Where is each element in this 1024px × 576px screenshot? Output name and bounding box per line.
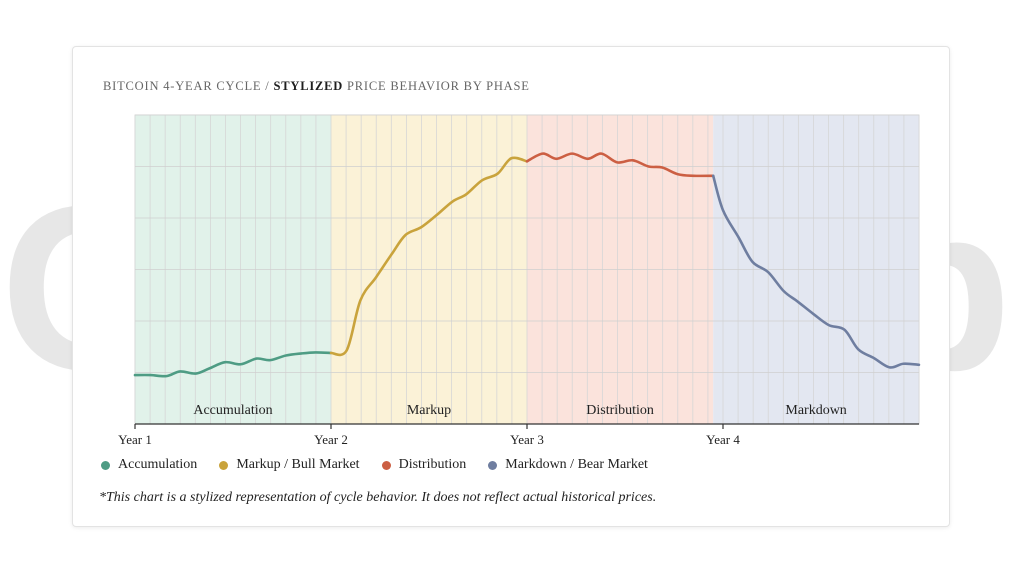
- legend-item-accumulation: Accumulation: [101, 457, 197, 473]
- legend-dot-distribution: [381, 460, 391, 470]
- series-line-markup: [329, 156, 529, 357]
- legend-label-accumulation: Accumulation: [118, 457, 198, 472]
- title-bold: STYLIZED: [273, 79, 344, 93]
- x-tick-label: Year 1: [118, 432, 152, 447]
- legend: Accumulation Markup / Bull Market Distri…: [101, 457, 648, 473]
- x-tick-label: Year 2: [314, 432, 348, 447]
- legend-label-distribution: Distribution: [398, 457, 467, 472]
- legend-label-markup: Markup / Bull Market: [236, 457, 360, 472]
- cycle-chart: Accumulation Markup Distribution Markdown Ye…: [118, 114, 921, 447]
- title-prefix: BITCOIN 4-YEAR CYCLE /: [103, 79, 274, 93]
- legend-dot-markup: [219, 460, 229, 470]
- phase-label-markup: Markup: [407, 403, 451, 418]
- legend-dot-markdown: [488, 460, 498, 470]
- legend-item-distribution: Distribution: [381, 457, 467, 473]
- series-line-markdown: [711, 174, 921, 369]
- chart-card: BITCOIN 4-YEAR CYCLE / STYLIZED PRICE BE…: [72, 46, 950, 527]
- title-suffix: PRICE BEHAVIOR BY PHASE: [343, 79, 530, 93]
- phase-label-markdown: Markdown: [785, 403, 846, 418]
- legend-item-markdown: Markdown / Bear Market: [488, 457, 648, 473]
- series-line-accumulation: [133, 351, 333, 378]
- phase-label-distribution: Distribution: [586, 403, 654, 418]
- legend-item-markup: Markup / Bull Market: [219, 457, 360, 473]
- series-line-distribution: [525, 152, 715, 178]
- legend-dot-accumulation: [101, 460, 110, 470]
- phase-label-accumulation: Accumulation: [193, 403, 272, 418]
- x-tick-label: Year 3: [510, 432, 544, 447]
- footnote: *This chart is a stylized representation…: [99, 490, 657, 505]
- chart-title: BITCOIN 4-YEAR CYCLE / STYLIZED PRICE BE…: [103, 79, 530, 94]
- legend-label-markdown: Markdown / Bear Market: [505, 457, 648, 472]
- x-tick-label: Year 4: [706, 432, 740, 447]
